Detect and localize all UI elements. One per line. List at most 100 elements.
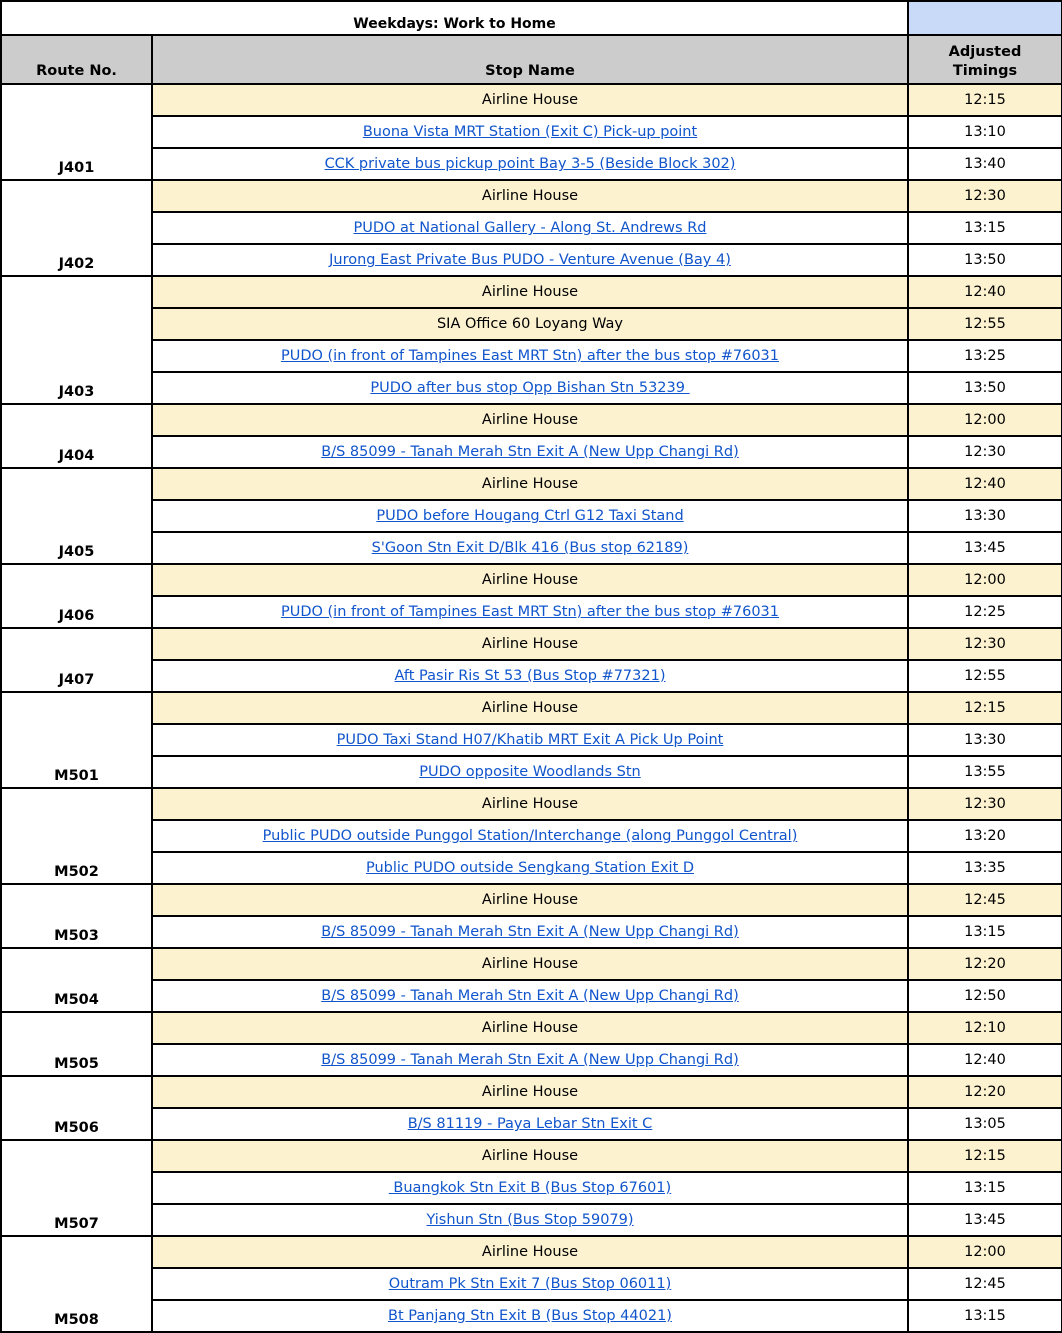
timing-cell: 12:45 <box>907 1267 1062 1301</box>
stop-name-cell: Public PUDO outside Punggol Station/Inte… <box>151 819 909 853</box>
table-row: PUDO before Hougang Ctrl G12 Taxi Stand 1… <box>1 499 1062 533</box>
timing-cell: 13:15 <box>907 1171 1062 1205</box>
timing-cell: 12:30 <box>907 435 1062 469</box>
timing-cell: 13:25 <box>907 339 1062 373</box>
stop-name-cell: Buona Vista MRT Station (Exit C) Pick-up… <box>151 115 909 149</box>
table-row: M507 Airline House 12:15 <box>0 1139 1062 1237</box>
timing-cell: 12:25 <box>907 595 1062 629</box>
stop-link[interactable]: Outram Pk Stn Exit 7 (Bus Stop 06011) <box>388 1276 672 1292</box>
stop-name-cell: B/S 85099 - Tanah Merah Stn Exit A (New … <box>151 979 909 1013</box>
table-row: B/S 85099 - Tanah Merah Stn Exit A (New … <box>1 979 1062 1013</box>
stop-link[interactable]: Buangkok Stn Exit B (Bus Stop 67601) <box>388 1180 672 1196</box>
stop-link[interactable]: B/S 81119 - Paya Lebar Stn Exit C <box>407 1116 653 1132</box>
table-row: PUDO (in front of Tampines East MRT Stn)… <box>1 339 1062 373</box>
table-row: PUDO opposite Woodlands Stn 13:55 <box>1 755 1062 789</box>
route-number: J405 <box>0 467 153 565</box>
table-row: M505 Airline House 12:10 <box>0 1011 1062 1077</box>
timing-cell: 12:15 <box>907 83 1062 117</box>
stop-link[interactable]: PUDO (in front of Tampines East MRT Stn)… <box>280 604 779 620</box>
stop-name-cell: B/S 85099 - Tanah Merah Stn Exit A (New … <box>151 915 909 949</box>
stop-link[interactable]: CCK private bus pickup point Bay 3-5 (Be… <box>324 156 736 172</box>
stop-link[interactable]: B/S 85099 - Tanah Merah Stn Exit A (New … <box>321 444 739 460</box>
stop-link[interactable]: B/S 85099 - Tanah Merah Stn Exit A (New … <box>321 1052 739 1068</box>
stop-link[interactable]: B/S 85099 - Tanah Merah Stn Exit A (New … <box>321 988 739 1004</box>
stop-name-cell: Airline House <box>151 179 909 213</box>
timing-cell: 12:45 <box>907 883 1062 917</box>
timing-cell: 12:15 <box>907 1139 1062 1173</box>
stop-name-cell: PUDO opposite Woodlands Stn <box>151 755 909 789</box>
table-row: Public PUDO outside Punggol Station/Inte… <box>1 819 1062 853</box>
stop-link[interactable]: Jurong East Private Bus PUDO - Venture A… <box>329 252 731 268</box>
table-row: Public PUDO outside Sengkang Station Exi… <box>1 851 1062 885</box>
stop-link[interactable]: S'Goon Stn Exit D/Blk 416 (Bus stop 6218… <box>371 540 689 556</box>
timing-cell: 13:30 <box>907 499 1062 533</box>
stop-link[interactable]: PUDO at National Gallery - Along St. And… <box>353 220 707 236</box>
route-number: J406 <box>0 563 153 629</box>
timing-cell: 12:30 <box>907 787 1062 821</box>
stop-link[interactable]: Public PUDO outside Punggol Station/Inte… <box>262 828 798 844</box>
table-row: J407 Airline House 12:30 <box>0 627 1062 693</box>
table-row: B/S 85099 - Tanah Merah Stn Exit A (New … <box>1 435 1062 469</box>
stop-link[interactable]: Aft Pasir Ris St 53 (Bus Stop #77321) <box>394 668 666 684</box>
timing-cell: 13:10 <box>907 115 1062 149</box>
table-row: B/S 85099 - Tanah Merah Stn Exit A (New … <box>1 1043 1062 1077</box>
stop-link[interactable]: PUDO after bus stop Opp Bishan Stn 53239 <box>370 380 690 396</box>
table-row: J404 Airline House 12:00 <box>0 403 1062 469</box>
stop-link[interactable]: Bt Panjang Stn Exit B (Bus Stop 44021) <box>388 1308 672 1324</box>
stop-name-cell: Airline House <box>151 1075 909 1109</box>
stop-name-cell: Airline House <box>151 467 909 501</box>
stop-link[interactable]: B/S 85099 - Tanah Merah Stn Exit A (New … <box>321 924 739 940</box>
stop-link[interactable]: Public PUDO outside Sengkang Station Exi… <box>365 860 695 876</box>
table-row: PUDO Taxi Stand H07/Khatib MRT Exit A Pi… <box>1 723 1062 757</box>
stop-name-cell: Airline House <box>151 1011 909 1045</box>
route-number: M503 <box>0 883 153 949</box>
timing-cell: 13:15 <box>907 1299 1062 1333</box>
timing-cell: 13:15 <box>907 915 1062 949</box>
stop-link[interactable]: Buona Vista MRT Station (Exit C) Pick-up… <box>362 124 698 140</box>
stop-link[interactable]: PUDO (in front of Tampines East MRT Stn)… <box>280 348 779 364</box>
route-number: M501 <box>0 691 153 789</box>
route-number: M507 <box>0 1139 153 1237</box>
timing-cell: 12:15 <box>907 691 1062 725</box>
route-number: M508 <box>0 1235 153 1333</box>
route-number: M504 <box>0 947 153 1013</box>
timing-cell: 12:55 <box>907 659 1062 693</box>
table-row: Outram Pk Stn Exit 7 (Bus Stop 06011) 12:… <box>1 1267 1062 1301</box>
stop-name-cell: Airline House <box>151 275 909 309</box>
stop-name-cell: Yishun Stn (Bus Stop 59079) <box>151 1203 909 1237</box>
stop-name-cell: Public PUDO outside Sengkang Station Exi… <box>151 851 909 885</box>
timing-cell: 13:45 <box>907 531 1062 565</box>
timing-cell: 12:20 <box>907 1075 1062 1109</box>
timing-cell: 12:30 <box>907 179 1062 213</box>
timing-cell: 12:00 <box>907 403 1062 437</box>
timing-cell: 13:35 <box>907 851 1062 885</box>
table-row: CCK private bus pickup point Bay 3-5 (Be… <box>1 147 1062 181</box>
route-number: J401 <box>0 83 153 181</box>
stop-name-cell: Airline House <box>151 947 909 981</box>
stop-name-cell: PUDO before Hougang Ctrl G12 Taxi Stand <box>151 499 909 533</box>
title-accent-cell <box>907 0 1062 36</box>
stop-link[interactable]: Yishun Stn (Bus Stop 59079) <box>426 1212 634 1228</box>
stop-name-cell: Airline House <box>151 1235 909 1269</box>
route-number: J407 <box>0 627 153 693</box>
timing-cell: 13:05 <box>907 1107 1062 1141</box>
stop-name-cell: B/S 85099 - Tanah Merah Stn Exit A (New … <box>151 1043 909 1077</box>
timing-cell: 12:40 <box>907 275 1062 309</box>
stop-name-cell: Airline House <box>151 691 909 725</box>
stop-link[interactable]: PUDO Taxi Stand H07/Khatib MRT Exit A Pi… <box>336 732 724 748</box>
stop-name-cell: Airline House <box>151 627 909 661</box>
stop-name-cell: Outram Pk Stn Exit 7 (Bus Stop 06011) <box>151 1267 909 1301</box>
timing-cell: 13:20 <box>907 819 1062 853</box>
timing-cell: 12:40 <box>907 1043 1062 1077</box>
stop-link[interactable]: PUDO before Hougang Ctrl G12 Taxi Stand <box>376 508 684 524</box>
timing-cell: 13:30 <box>907 723 1062 757</box>
table-row: PUDO (in front of Tampines East MRT Stn)… <box>1 595 1062 629</box>
timing-cell: 12:20 <box>907 947 1062 981</box>
stop-link[interactable]: PUDO opposite Woodlands Stn <box>419 764 641 780</box>
stop-name-cell: Airline House <box>151 563 909 597</box>
stop-name-cell: PUDO (in front of Tampines East MRT Stn)… <box>151 339 909 373</box>
table-row: M508 Airline House 12:00 <box>0 1235 1062 1333</box>
timing-cell: 12:00 <box>907 1235 1062 1269</box>
table-row: J403 Airline House 12:40 <box>0 275 1062 405</box>
route-number: M506 <box>0 1075 153 1141</box>
